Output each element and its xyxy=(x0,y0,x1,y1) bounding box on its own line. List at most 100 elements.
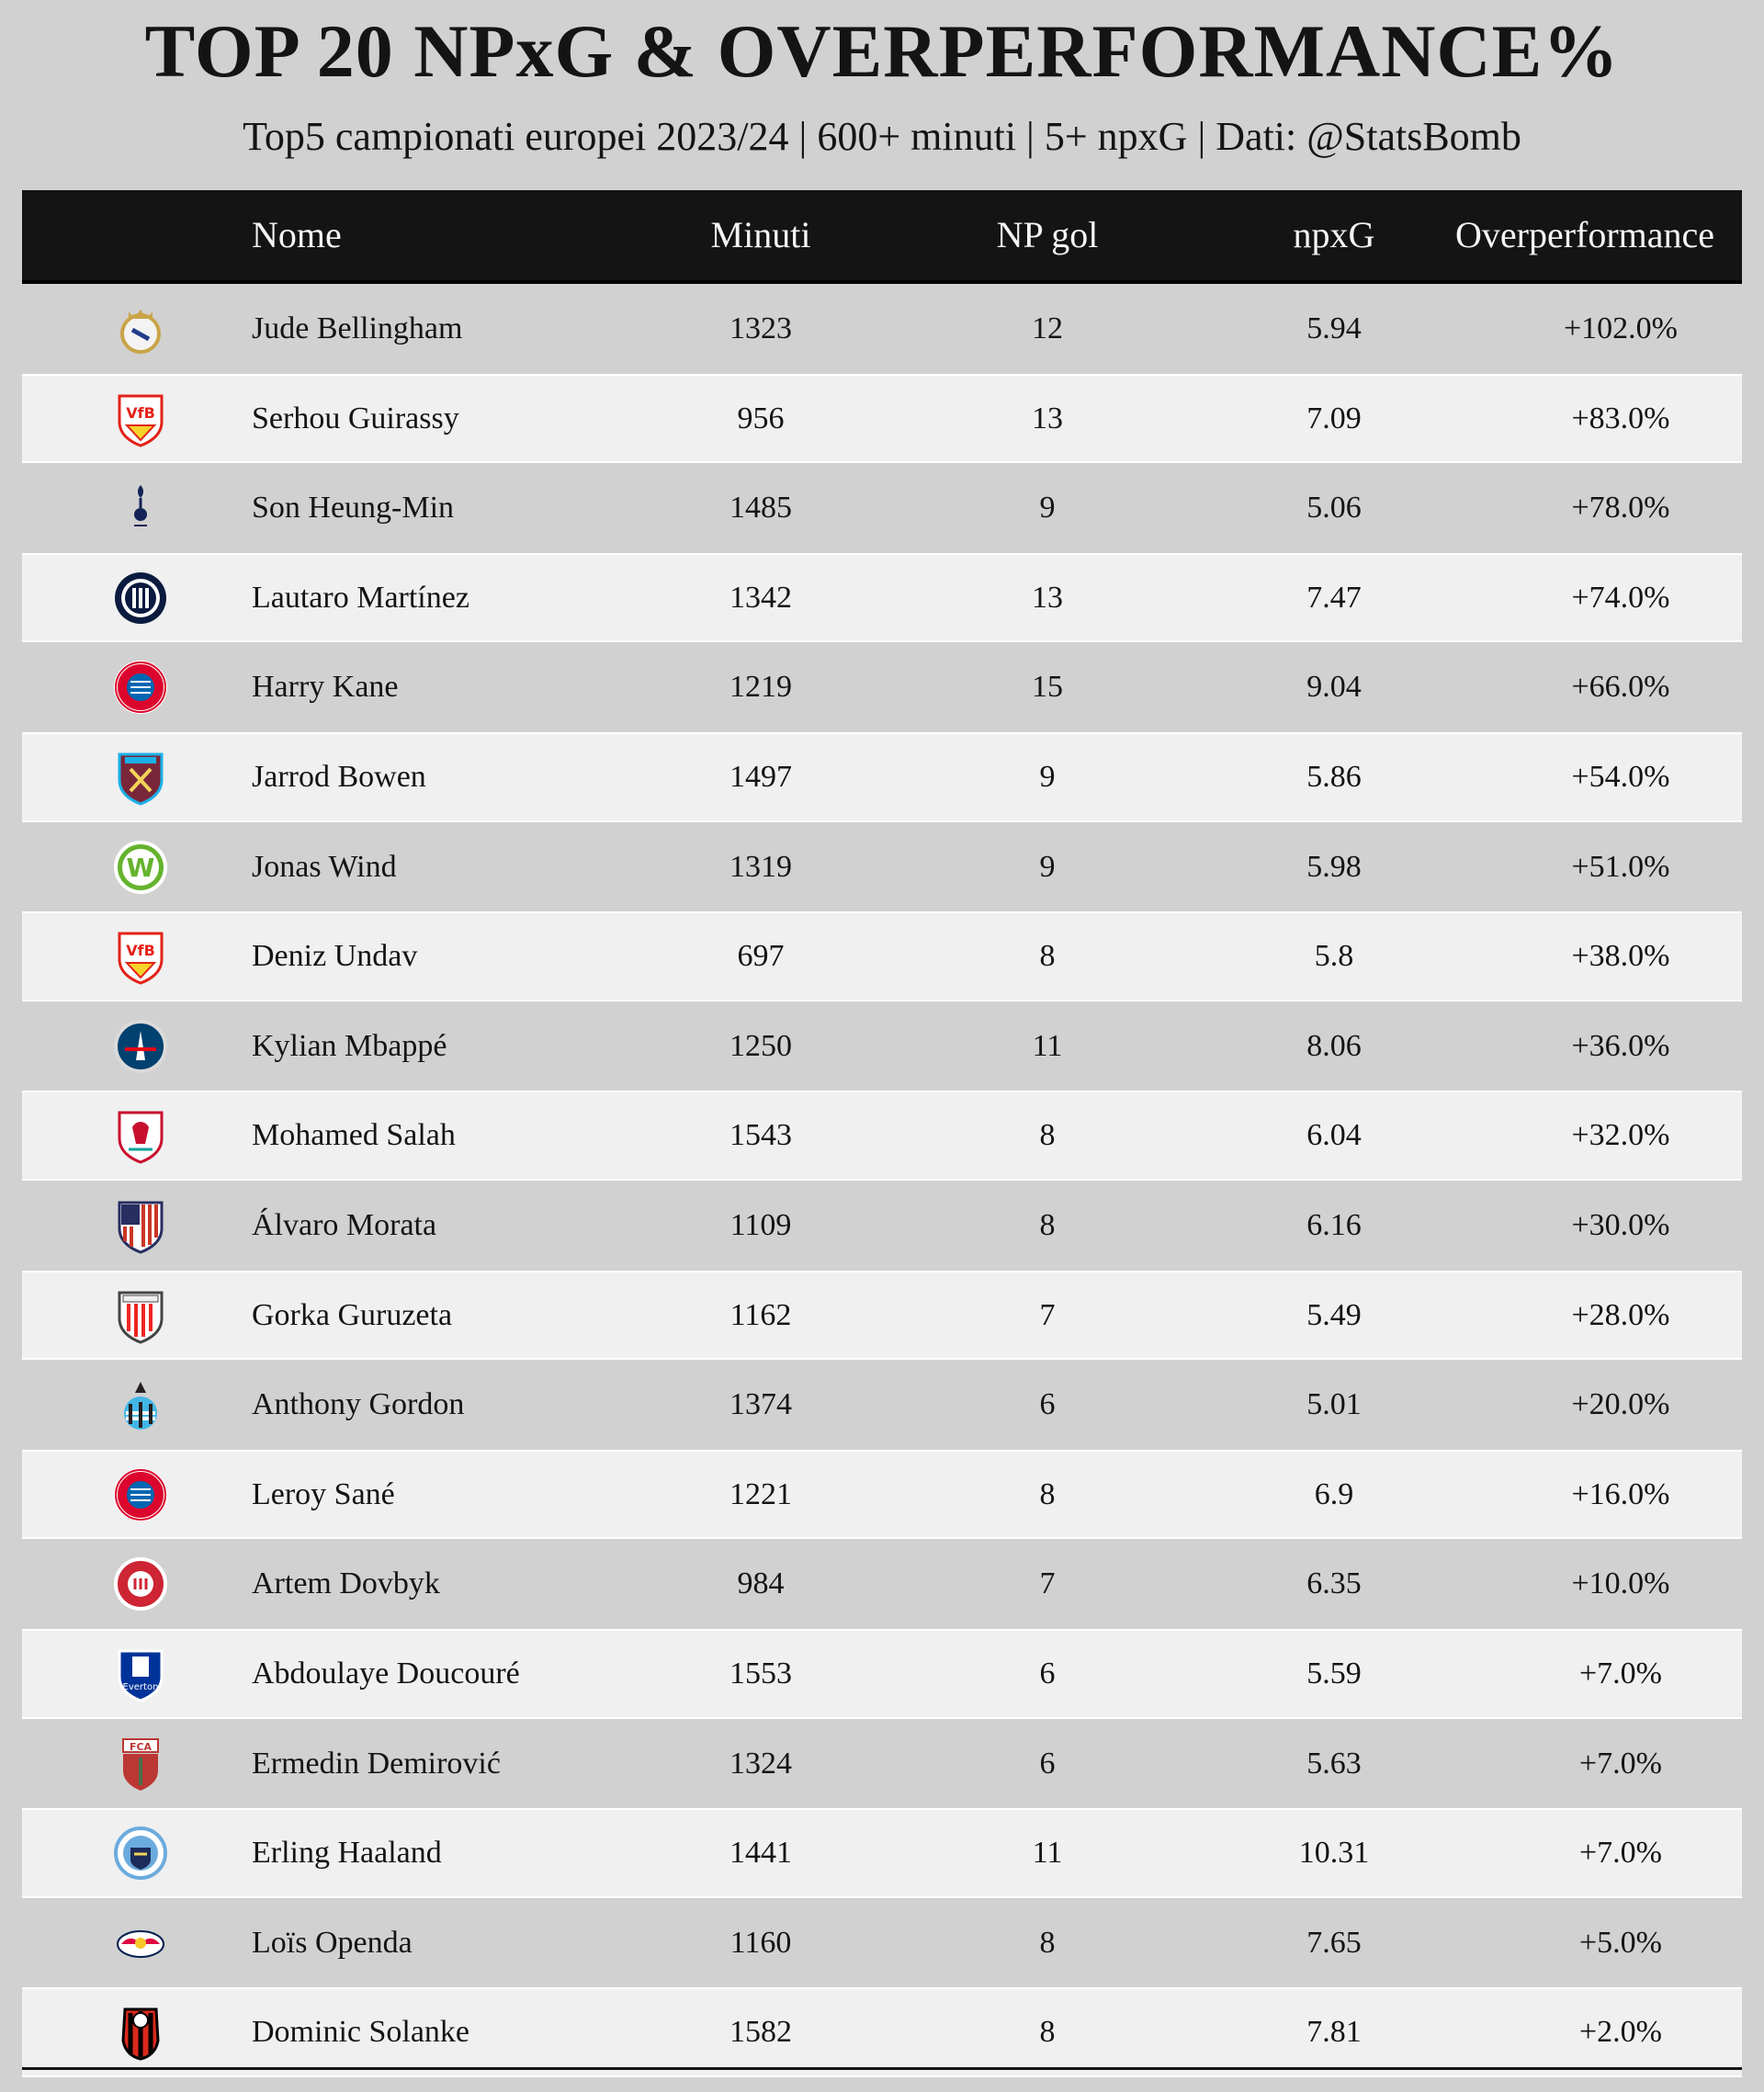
player-name: Anthony Gordon xyxy=(252,1387,465,1422)
minutes-value: 1485 xyxy=(729,491,792,526)
table-row: Harry Kane 1219 15 9.04 +66.0% xyxy=(22,642,1742,732)
overperformance-value: +5.0% xyxy=(1579,1925,1662,1960)
overperformance-value: +102.0% xyxy=(1564,311,1678,345)
player-name: Serhou Guirassy xyxy=(252,401,459,435)
npxg-value: 7.47 xyxy=(1306,580,1362,615)
np-goals-value: 13 xyxy=(1032,580,1063,615)
bayern-crest-icon xyxy=(114,661,167,715)
overperformance-value: +7.0% xyxy=(1579,1656,1662,1691)
table-row: Álvaro Morata 1109 8 6.16 +30.0% xyxy=(22,1180,1742,1271)
npxg-value: 5.98 xyxy=(1306,849,1362,884)
wolfsburg-crest-icon: W xyxy=(114,840,167,894)
player-name: Mohamed Salah xyxy=(252,1118,456,1153)
minutes-value: 1250 xyxy=(729,1028,792,1063)
bayern-crest-icon xyxy=(114,1467,167,1521)
table-body: Jude Bellingham 1323 12 5.94 +102.0% VfB Serho… xyxy=(22,284,1742,2077)
overperformance-value: +78.0% xyxy=(1571,491,1670,526)
table-row: VfB Serhou Guirassy 956 13 7.09 +83.0% xyxy=(22,373,1742,464)
npxg-value: 6.16 xyxy=(1306,1207,1362,1242)
table-row: Son Heung-Min 1485 9 5.06 +78.0% xyxy=(22,463,1742,553)
np-goals-value: 6 xyxy=(1039,1387,1056,1422)
table-bottom-rule xyxy=(22,2067,1742,2070)
np-goals-value: 7 xyxy=(1039,1566,1056,1601)
svg-text:VfB: VfB xyxy=(126,942,155,959)
player-name: Álvaro Morata xyxy=(252,1207,437,1242)
minutes-value: 1323 xyxy=(729,311,792,345)
npxg-value: 5.63 xyxy=(1306,1746,1362,1781)
overperformance-value: +51.0% xyxy=(1571,849,1670,884)
np-goals-value: 8 xyxy=(1039,1118,1056,1153)
header-overperformance: Overperformance xyxy=(1455,214,1715,255)
npxg-value: 7.09 xyxy=(1306,401,1362,435)
npxg-value: 5.59 xyxy=(1306,1656,1362,1691)
table-row: Dominic Solanke 1582 8 7.81 +2.0% xyxy=(22,1987,1742,2077)
minutes-value: 1109 xyxy=(729,1207,792,1242)
minutes-value: 1342 xyxy=(729,580,792,615)
inter-crest-icon xyxy=(115,571,166,624)
minutes-value: 697 xyxy=(737,939,785,974)
player-name: Erling Haaland xyxy=(252,1836,442,1871)
player-name: Leroy Sané xyxy=(252,1476,395,1511)
svg-text:FCA: FCA xyxy=(130,1741,153,1753)
npxg-value: 7.81 xyxy=(1306,2015,1362,2050)
overperformance-value: +20.0% xyxy=(1571,1387,1670,1422)
npxg-value: 6.04 xyxy=(1306,1118,1362,1153)
npxg-value: 8.06 xyxy=(1306,1028,1362,1063)
overperformance-value: +16.0% xyxy=(1571,1476,1670,1511)
minutes-value: 1221 xyxy=(729,1476,792,1511)
minutes-value: 1219 xyxy=(729,670,792,705)
np-goals-value: 11 xyxy=(1032,1836,1063,1871)
overperformance-value: +38.0% xyxy=(1571,939,1670,974)
npxg-value: 7.65 xyxy=(1306,1925,1362,1960)
np-goals-value: 15 xyxy=(1032,670,1063,705)
overperformance-value: +83.0% xyxy=(1571,401,1670,435)
np-goals-value: 9 xyxy=(1039,759,1056,794)
table-row: Mohamed Salah 1543 8 6.04 +32.0% xyxy=(22,1091,1742,1181)
np-goals-value: 6 xyxy=(1039,1746,1056,1781)
header-npxg: npxG xyxy=(1293,214,1375,255)
table-row: Jarrod Bowen 1497 9 5.86 +54.0% xyxy=(22,731,1742,822)
table-row: Erling Haaland 1441 11 10.31 +7.0% xyxy=(22,1808,1742,1898)
augsburg-crest-icon: FCA xyxy=(122,1737,159,1791)
girona-crest-icon xyxy=(114,1557,167,1611)
table-row: Kylian Mbappé 1250 11 8.06 +36.0% xyxy=(22,1001,1742,1091)
table-row: Anthony Gordon 1374 6 5.01 +20.0% xyxy=(22,1360,1742,1450)
bournemouth-crest-icon xyxy=(121,2007,160,2061)
minutes-value: 1162 xyxy=(729,1297,792,1332)
vfb-stuttgart-crest-icon: VfB xyxy=(118,394,164,447)
player-name: Dominic Solanke xyxy=(252,2015,470,2050)
athletic-club-crest-icon xyxy=(118,1291,164,1344)
npxg-value: 6.35 xyxy=(1306,1566,1362,1601)
np-goals-value: 9 xyxy=(1039,491,1056,526)
np-goals-value: 8 xyxy=(1039,2015,1056,2050)
player-name: Jonas Wind xyxy=(252,849,397,884)
overperformance-value: +10.0% xyxy=(1571,1566,1670,1601)
overperformance-value: +2.0% xyxy=(1579,2015,1662,2050)
player-name: Harry Kane xyxy=(252,670,399,705)
minutes-value: 1324 xyxy=(729,1746,792,1781)
np-goals-value: 6 xyxy=(1039,1656,1056,1691)
newcastle-crest-icon xyxy=(124,1382,157,1430)
overperformance-value: +74.0% xyxy=(1571,580,1670,615)
np-goals-value: 8 xyxy=(1039,1925,1056,1960)
table-row: Loïs Openda 1160 8 7.65 +5.0% xyxy=(22,1897,1742,1988)
tottenham-crest-icon xyxy=(134,485,147,527)
player-name: Lautaro Martínez xyxy=(252,580,469,615)
table-row: FCA Ermedin Demirović 1324 6 5.63 +7.0% xyxy=(22,1718,1742,1809)
player-name: Jude Bellingham xyxy=(252,311,463,345)
npxg-value: 5.94 xyxy=(1306,311,1362,345)
np-goals-value: 9 xyxy=(1039,849,1056,884)
minutes-value: 984 xyxy=(737,1566,785,1601)
header-nome: Nome xyxy=(252,214,342,255)
stats-table: Nome Minuti NP gol npxG Overperformance … xyxy=(22,190,1742,2077)
table-row: Leroy Sané 1221 8 6.9 +16.0% xyxy=(22,1449,1742,1540)
player-name: Son Heung-Min xyxy=(252,491,455,526)
npxg-value: 5.8 xyxy=(1314,939,1354,974)
np-goals-value: 11 xyxy=(1032,1028,1063,1063)
npxg-value: 10.31 xyxy=(1298,1836,1370,1871)
player-name: Kylian Mbappé xyxy=(252,1028,447,1063)
header-np-gol: NP gol xyxy=(996,214,1099,255)
overperformance-value: +54.0% xyxy=(1571,759,1670,794)
table-row: Jude Bellingham 1323 12 5.94 +102.0% xyxy=(22,284,1742,374)
overperformance-value: +7.0% xyxy=(1579,1836,1662,1871)
